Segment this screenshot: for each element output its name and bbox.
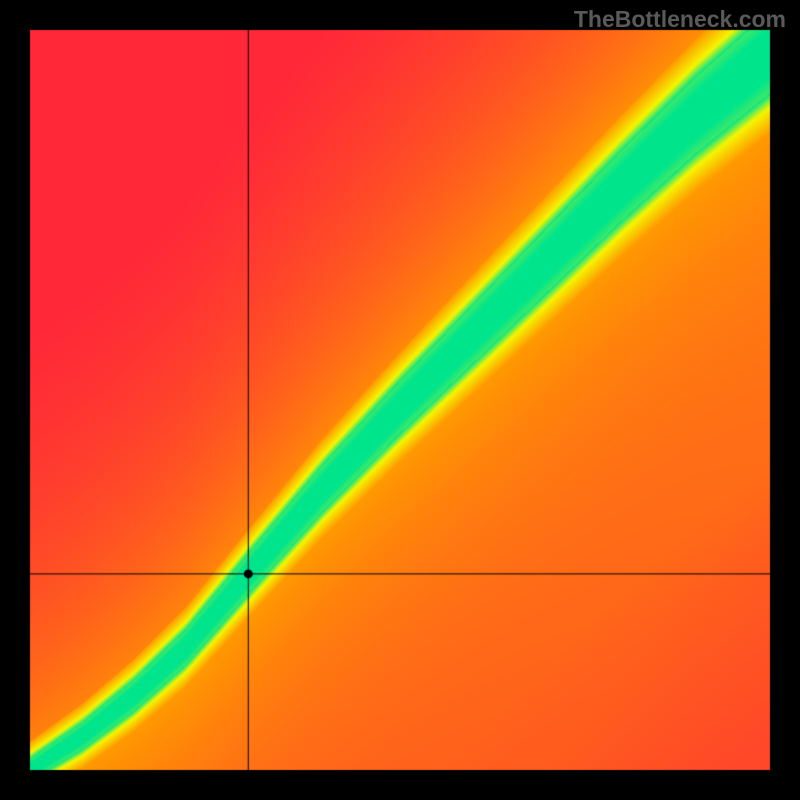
watermark-text: TheBottleneck.com (574, 6, 786, 33)
heatmap-canvas (0, 0, 800, 800)
bottleneck-heatmap: TheBottleneck.com (0, 0, 800, 800)
